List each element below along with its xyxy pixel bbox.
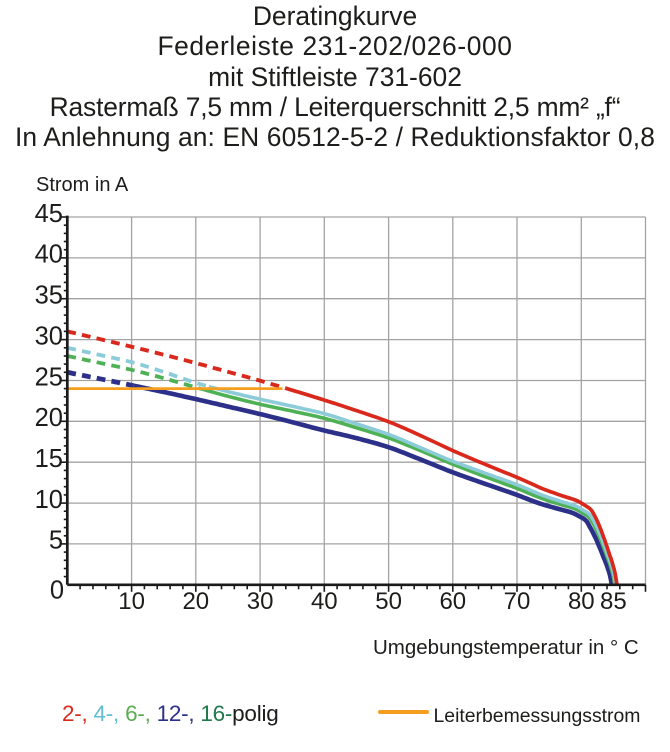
svg-text:0: 0 xyxy=(50,577,64,605)
svg-text:35: 35 xyxy=(35,282,63,310)
svg-text:15: 15 xyxy=(35,445,63,473)
svg-text:40: 40 xyxy=(311,588,338,615)
svg-text:10: 10 xyxy=(118,588,145,615)
svg-text:30: 30 xyxy=(35,322,63,350)
svg-text:45: 45 xyxy=(35,200,63,228)
svg-text:50: 50 xyxy=(375,588,402,615)
svg-text:20: 20 xyxy=(182,588,209,615)
svg-text:25: 25 xyxy=(35,363,63,391)
svg-text:80: 80 xyxy=(568,588,595,615)
svg-text:70: 70 xyxy=(504,588,531,615)
svg-text:30: 30 xyxy=(247,588,274,615)
svg-text:10: 10 xyxy=(35,486,63,514)
svg-text:60: 60 xyxy=(439,588,466,615)
svg-text:40: 40 xyxy=(35,241,63,269)
svg-text:85: 85 xyxy=(600,588,627,615)
svg-text:20: 20 xyxy=(35,404,63,432)
svg-text:5: 5 xyxy=(49,527,63,555)
